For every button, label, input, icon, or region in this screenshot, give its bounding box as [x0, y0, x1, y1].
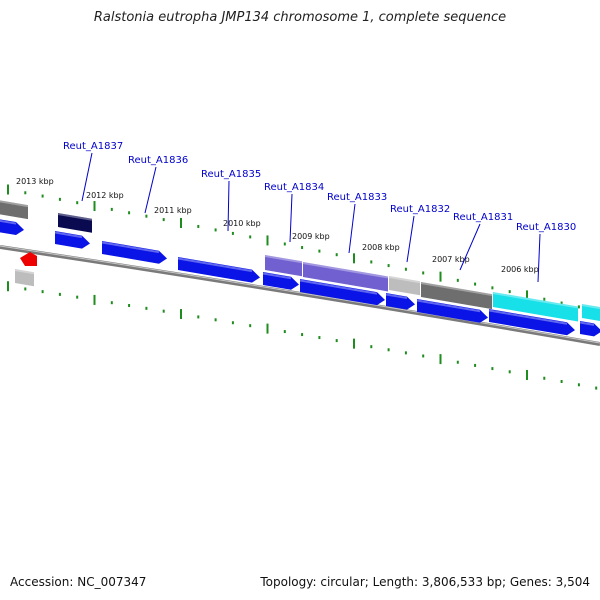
cds-arrow: [580, 321, 600, 337]
cds-arrow: [102, 241, 167, 264]
gene-block: [421, 282, 492, 310]
gene-label: Reut_A1834: [264, 182, 324, 193]
gene-label-leader: [81, 152, 93, 202]
cds-arrow-shine: [54, 231, 83, 239]
gene-block-shine: [0, 200, 29, 208]
gene-block: [493, 292, 578, 322]
kbp-labels: 2013 kbp 2012 kbp 2011 kbp 2010 kbp 2009 kbp…: [16, 177, 539, 274]
gene-block: [265, 255, 302, 277]
cds-arrow-shine: [101, 241, 160, 254]
kbp-label: 2011 kbp: [154, 206, 192, 215]
kbp-label: 2007 kbp: [432, 255, 470, 264]
cds-arrow-shine: [299, 279, 378, 295]
misc-feature-gray-shine: [14, 269, 35, 275]
backbone-highlight: [0, 245, 600, 344]
accession-text: Accession: NC_007347: [10, 575, 147, 589]
kbp-label: 2006 kbp: [501, 265, 539, 274]
cds-arrow: [489, 309, 575, 336]
inner-tick-marks: [7, 281, 598, 390]
gene-block-shine: [492, 292, 579, 309]
gene-label-leader: [406, 215, 415, 263]
backbone-line: [0, 245, 600, 346]
gene-block-shine: [57, 213, 93, 221]
gene-label-leader: [227, 180, 230, 232]
gene-label: Reut_A1835: [201, 169, 261, 180]
gene-label: Reut_A1832: [390, 204, 450, 215]
gene-block-shine: [581, 304, 600, 310]
kbp-label: 2008 kbp: [362, 243, 400, 252]
gene-features: [0, 200, 600, 337]
gene-label-leader: [348, 203, 356, 254]
cds-arrow-shine: [262, 272, 292, 280]
gene-label-leader: [459, 223, 481, 271]
cds-arrow: [263, 272, 299, 290]
gene-label: Reut_A1837: [63, 141, 123, 152]
cds-arrow-shine: [488, 309, 568, 325]
gene-labels: Reut_A1837 Reut_A1836 Reut_A1835Reut_A1834…: [63, 141, 576, 283]
gene-block: [58, 213, 92, 233]
gene-label: Reut_A1830: [516, 222, 576, 233]
kbp-label: 2013 kbp: [16, 177, 54, 186]
kbp-label: 2012 kbp: [86, 191, 124, 200]
cds-arrow-shine: [416, 299, 481, 313]
cds-arrow-shine: [0, 219, 17, 225]
cds-arrow: [300, 279, 385, 306]
cds-arrow-shine: [177, 257, 253, 273]
cds-arrow-shine: [579, 321, 595, 326]
outer-tick-marks: [7, 184, 598, 313]
gene-block-shine: [420, 282, 493, 297]
cds-arrow: [386, 293, 415, 310]
misc-feature-gray: [15, 269, 34, 287]
gene-block: [582, 304, 600, 322]
topology-summary: Topology: circular; Length: 3,806,533 bp…: [260, 575, 590, 589]
gene-block: [389, 276, 420, 296]
gene-label-leader: [537, 233, 541, 283]
gene-block-shine: [264, 255, 303, 264]
cds-arrow: [55, 231, 90, 249]
gene-block-shine: [388, 276, 421, 284]
gene-label: Reut_A1833: [327, 192, 387, 203]
cds-arrow: [0, 219, 24, 236]
kbp-label: 2009 kbp: [292, 232, 330, 241]
cds-arrow: [417, 299, 488, 323]
gene-label: Reut_A1831: [453, 212, 513, 223]
kbp-label: 2010 kbp: [223, 219, 261, 228]
cds-arrow: [178, 257, 260, 283]
gene-label-leader: [289, 193, 293, 243]
misc-feature-red: [20, 252, 37, 266]
cds-arrow-shine: [385, 293, 408, 300]
gene-block: [0, 200, 28, 220]
map-title: Ralstonia eutropha JMP134 chromosome 1, …: [93, 10, 507, 25]
gene-block-shine: [302, 262, 389, 279]
gene-label-leader: [144, 166, 157, 214]
gene-label: Reut_A1836: [128, 155, 188, 166]
gene-block: [303, 262, 388, 292]
